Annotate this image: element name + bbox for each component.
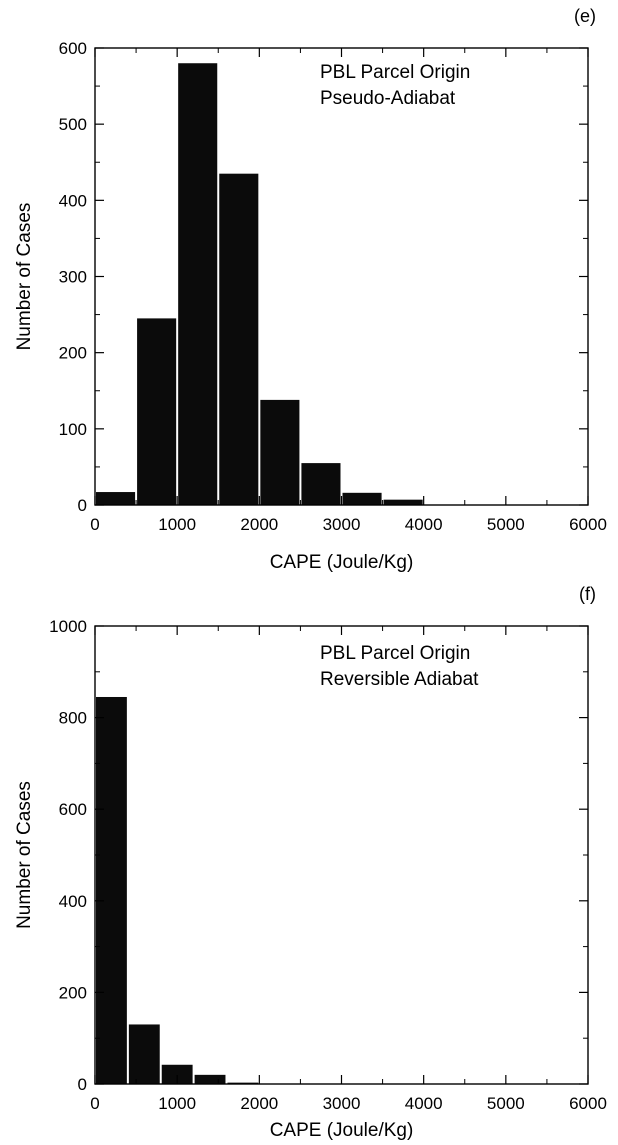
histogram-bar [178, 63, 218, 505]
histogram-bar [96, 492, 136, 505]
histogram-bar [128, 1024, 160, 1084]
y-tick-label: 200 [59, 344, 87, 363]
chart-annotation-line: Pseudo-Adiabat [320, 88, 456, 109]
x-tick-label: 5000 [487, 515, 525, 534]
histogram-bar [383, 499, 423, 505]
y-tick-label: 1000 [49, 617, 87, 636]
plot-frame [94, 625, 589, 1085]
panel-label: (f) [579, 584, 596, 604]
chart-annotation-line: PBL Parcel Origin [320, 62, 470, 83]
y-tick-label: 600 [59, 800, 87, 819]
x-tick-label: 0 [90, 1094, 99, 1113]
y-tick-label: 100 [59, 420, 87, 439]
histogram-bar [260, 399, 300, 505]
histogram-bar [301, 463, 341, 505]
x-axis-label: CAPE (Joule/Kg) [270, 1120, 414, 1141]
histogram-panel-e: 0 1000 2000 3000 4000 5000 6000 0 100 200 300 400 50… [14, 6, 607, 573]
x-tick-label: 3000 [323, 515, 361, 534]
y-tick-label: 500 [59, 115, 87, 134]
y-axis-label: Number of Cases [14, 203, 35, 351]
y-tick-label: 200 [59, 983, 87, 1002]
y-tick-label: 0 [78, 496, 87, 515]
x-tick-label: 3000 [323, 1094, 361, 1113]
histogram-bar [96, 696, 127, 1084]
y-axis-label: Number of Cases [14, 781, 35, 929]
y-tick-label: 0 [78, 1075, 87, 1094]
x-tick-label: 0 [90, 515, 99, 534]
histogram-bar [137, 318, 177, 505]
chart-annotation-line: Reversible Adiabat [320, 669, 479, 690]
histogram-bar [194, 1074, 226, 1084]
histogram-bar [219, 173, 259, 506]
x-tick-label: 2000 [240, 1094, 278, 1113]
y-tick-label: 400 [59, 191, 87, 210]
y-tick-label: 300 [59, 268, 87, 287]
histogram-panel-f: 0 1000 2000 3000 4000 5000 6000 0 200 400 600 800 10… [0, 578, 618, 1145]
x-tick-label: 6000 [569, 1094, 607, 1113]
x-tick-label: 6000 [569, 515, 607, 534]
histogram-f-svg: 0 1000 2000 3000 4000 5000 6000 0 200 400 600 800 10… [14, 584, 607, 1141]
x-tick-label: 1000 [158, 1094, 196, 1113]
panel-label: (e) [574, 6, 596, 26]
x-tick-label: 5000 [487, 1094, 525, 1113]
y-tick-label: 400 [59, 892, 87, 911]
x-axis-label: CAPE (Joule/Kg) [270, 552, 414, 573]
x-tick-label: 1000 [158, 515, 196, 534]
x-tick-label: 4000 [405, 515, 443, 534]
histogram-bar [342, 492, 382, 505]
histogram-bar [161, 1064, 193, 1084]
y-tick-label: 600 [59, 39, 87, 58]
y-tick-label: 800 [59, 709, 87, 728]
x-tick-label: 4000 [405, 1094, 443, 1113]
x-tick-label: 2000 [240, 515, 278, 534]
chart-annotation-line: PBL Parcel Origin [320, 643, 470, 664]
histogram-e-svg: 0 1000 2000 3000 4000 5000 6000 0 100 200 300 400 50… [14, 6, 607, 573]
